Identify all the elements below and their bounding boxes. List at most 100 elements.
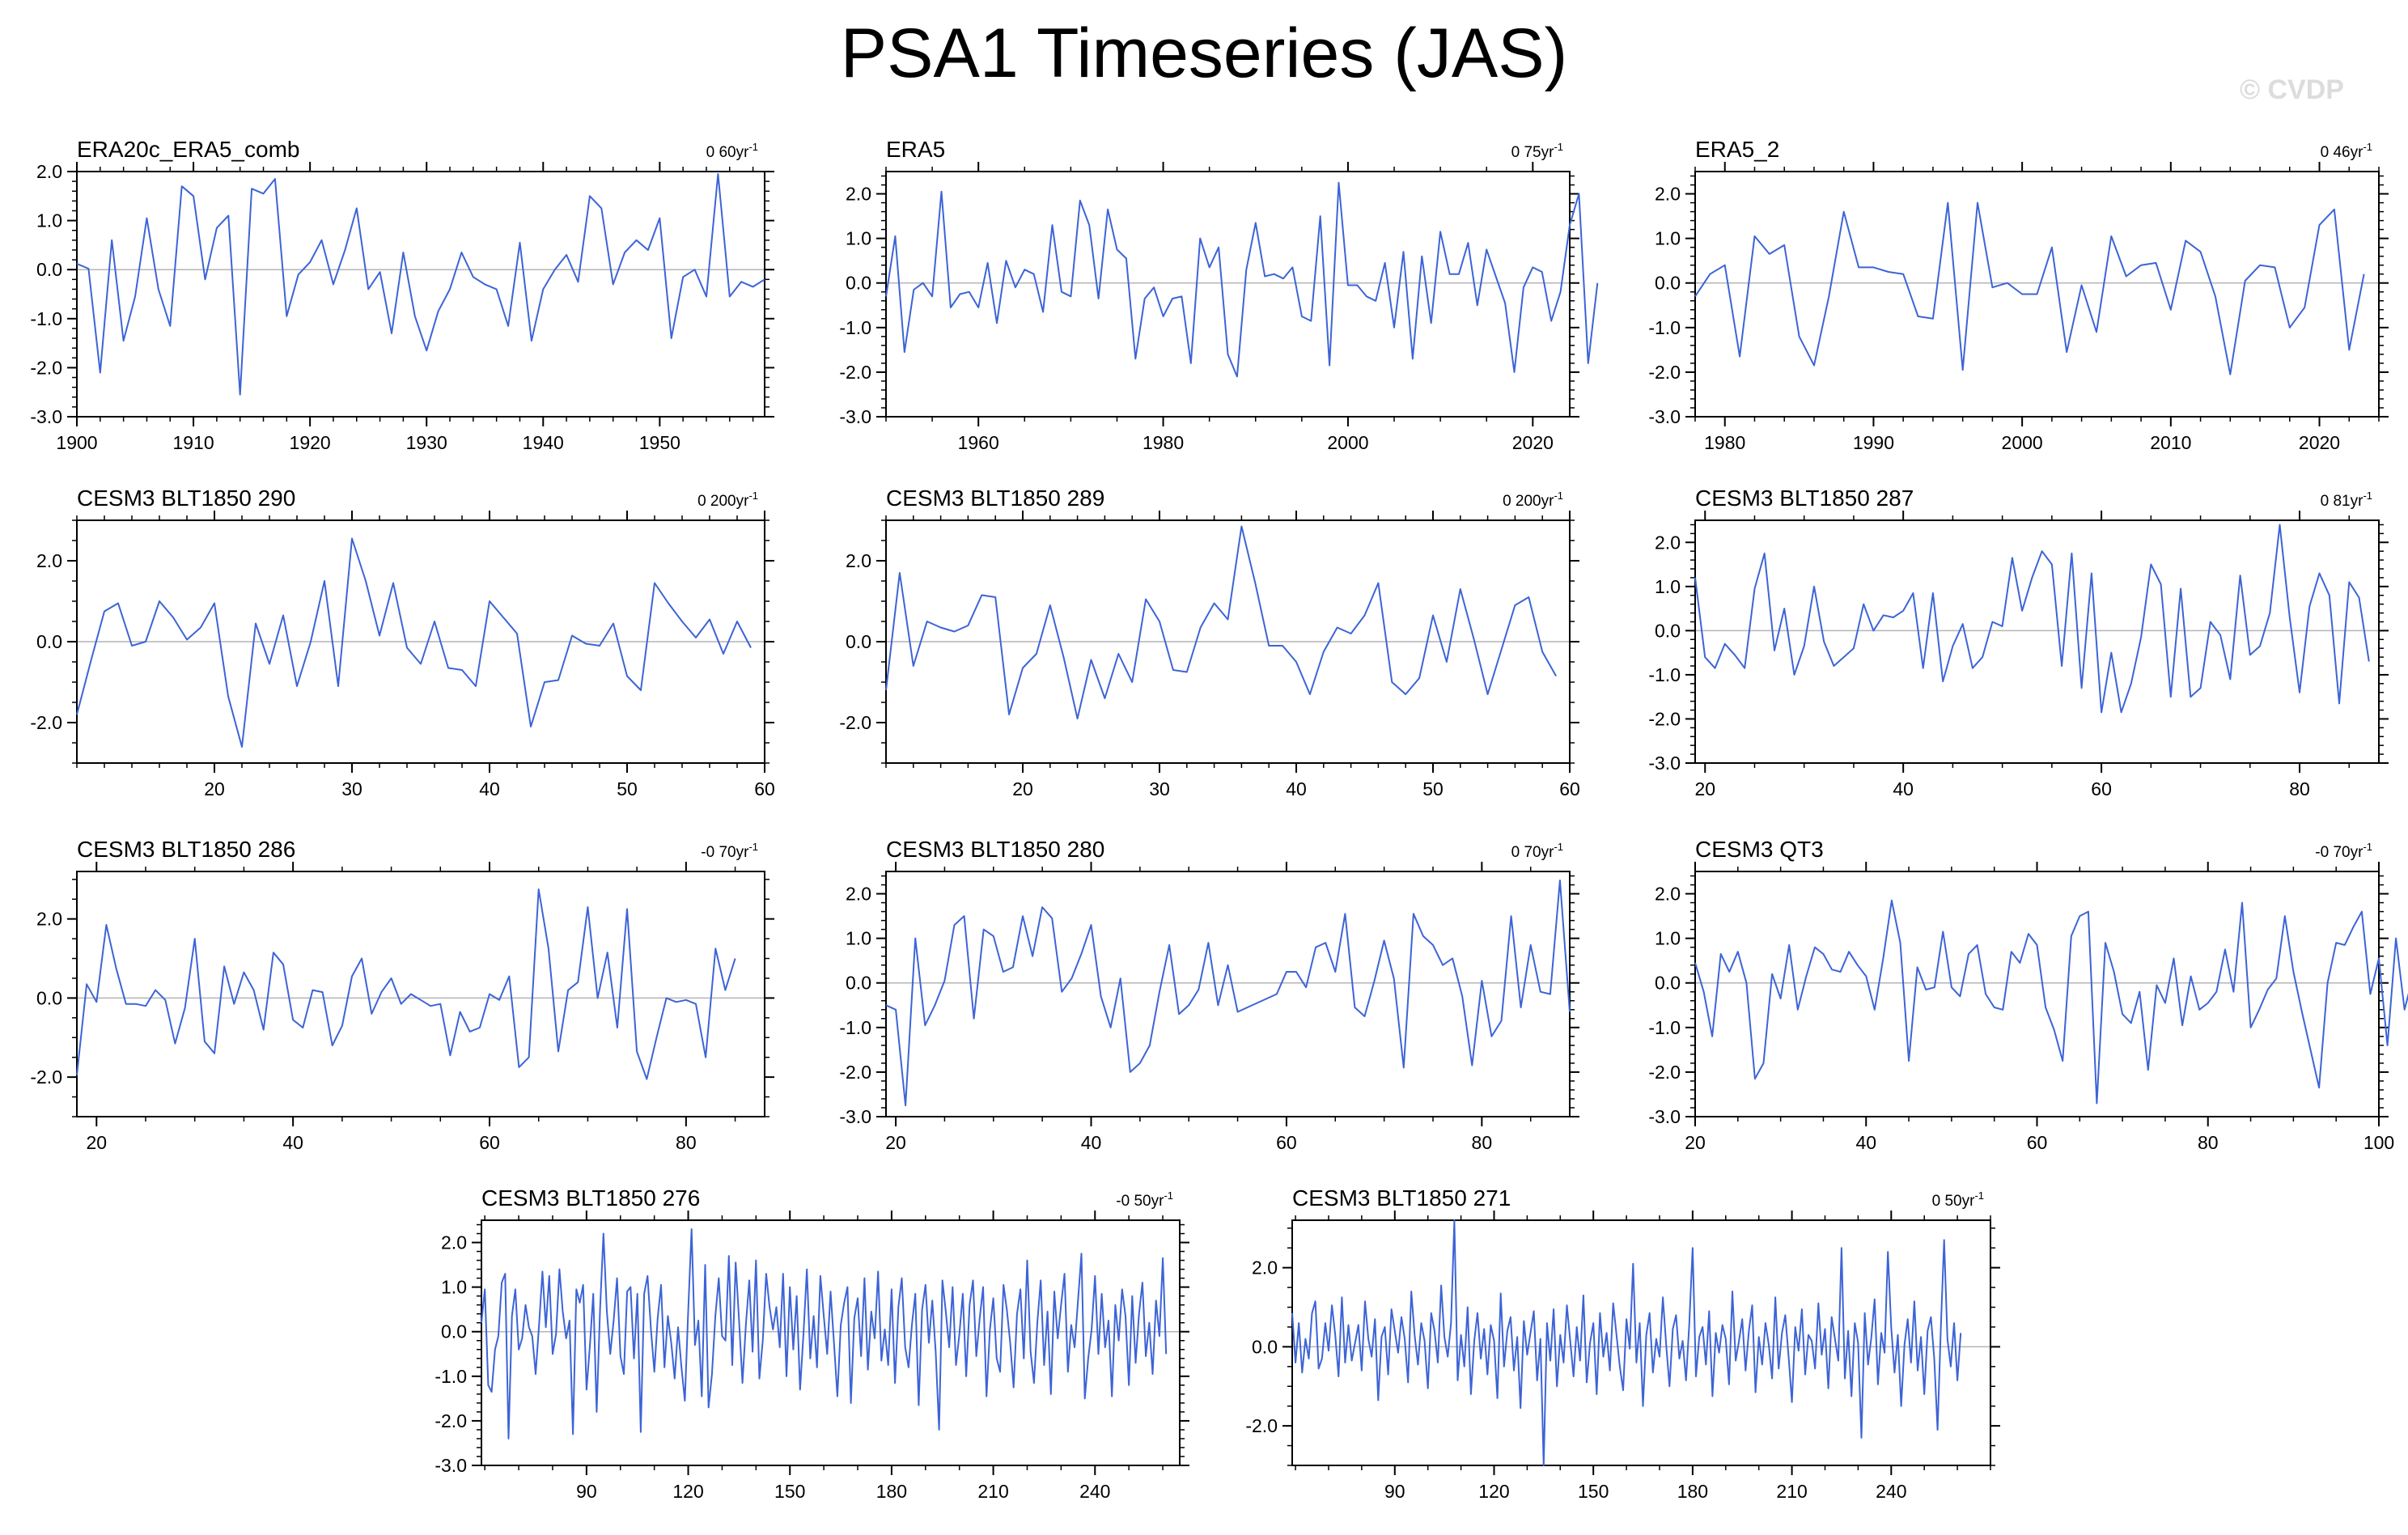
y-tick-label: 2.0 [1655, 532, 1681, 553]
x-tick-label: 20 [1694, 778, 1715, 799]
x-tick-label: 80 [676, 1132, 697, 1153]
x-tick-label: 2020 [2299, 432, 2340, 453]
x-tick-label: 90 [576, 1481, 597, 1502]
y-tick-label: 2.0 [1655, 884, 1681, 905]
y-tick-label: -2.0 [435, 1410, 467, 1431]
y-tick-label: -3.0 [1648, 753, 1681, 774]
plot-frame [76, 871, 765, 1117]
panel-title: CESM3 BLT1850 276 [481, 1185, 700, 1211]
x-tick-label: 20 [885, 1132, 906, 1153]
x-tick-label: 60 [1559, 778, 1580, 799]
x-tick-label: 2000 [2002, 432, 2043, 453]
series-line [76, 173, 765, 396]
y-tick-label: -3.0 [1648, 1106, 1681, 1127]
x-tick-label: 1980 [1704, 432, 1745, 453]
y-tick-label: -2.0 [1245, 1415, 1278, 1436]
y-tick-label: -2.0 [1648, 1062, 1681, 1083]
y-tick-label: 0.0 [846, 273, 871, 294]
trend-label: -0 50yr-1 [1116, 1189, 1173, 1210]
x-tick-label: 30 [1149, 778, 1170, 799]
x-tick-label: 60 [2027, 1132, 2048, 1153]
series-line [1694, 201, 2365, 375]
trend-label: 0 70yr-1 [1511, 841, 1563, 861]
series-line [885, 181, 1599, 378]
x-tick-label: 180 [1677, 1481, 1708, 1502]
series-line [885, 525, 1557, 719]
x-tick-label: 1920 [290, 432, 331, 453]
y-tick-label: 0.0 [36, 631, 62, 652]
y-tick-label: 0.0 [1655, 620, 1681, 641]
panel-svg: CESM3 BLT1850 280 0 70yr-1 -3.0 -2.0 -1.0 0.0… [839, 837, 1579, 1153]
x-tick-label: 40 [479, 778, 500, 799]
y-tick-label: 2.0 [36, 161, 62, 182]
x-tick-label: 1990 [1853, 432, 1894, 453]
panel-title: ERA5_2 [1695, 137, 1779, 162]
y-tick-label: 2.0 [846, 884, 871, 905]
panel-svg: CESM3 BLT1850 276 -0 50yr-1 -3.0 -2.0 -1.0 0.… [435, 1185, 1189, 1502]
figure-title: PSA1 Timeseries (JAS) [840, 15, 1568, 92]
y-tick-label: 0.0 [36, 987, 62, 1008]
series-line [1694, 524, 2370, 714]
y-tick-label: 0.0 [1655, 973, 1681, 994]
y-tick-label: -2.0 [1648, 708, 1681, 729]
y-tick-label: 0.0 [846, 973, 871, 994]
x-tick-label: 1930 [406, 432, 447, 453]
y-tick-label: -2.0 [839, 712, 871, 733]
plot-frame [1694, 171, 2380, 418]
y-tick-label: -3.0 [839, 1106, 871, 1127]
y-tick-label: 0.0 [1252, 1336, 1278, 1357]
y-tick-label: -1.0 [839, 1017, 871, 1038]
panel-title: ERA5 [886, 137, 945, 162]
plot-frame [885, 171, 1571, 418]
x-tick-label: 180 [876, 1481, 907, 1502]
y-tick-label: 2.0 [36, 909, 62, 930]
panel-title: ERA20c_ERA5_comb [77, 137, 299, 162]
cvdp-watermark: © CVDP [2240, 74, 2344, 105]
panel-title: CESM3 BLT1850 280 [886, 837, 1104, 862]
y-tick-label: 1.0 [1655, 576, 1681, 597]
y-tick-label: -1.0 [1648, 1017, 1681, 1038]
series-line [1291, 1219, 1962, 1466]
panel-svg: ERA20c_ERA5_comb 0 60yr-1 -3.0 -2.0 -1.0 0.0 1… [30, 137, 774, 453]
x-tick-label: 40 [1893, 778, 1914, 799]
y-tick-label: -3.0 [30, 406, 62, 427]
plot-frame [76, 171, 765, 418]
y-tick-label: -2.0 [839, 1062, 871, 1083]
x-tick-label: 1910 [172, 432, 214, 453]
panel-svg: ERA5_2 0 46yr-1 -3.0 -2.0 -1.0 0.0 1.0 2.0 1980 1… [1648, 137, 2389, 453]
plot-frame [885, 871, 1571, 1117]
panel-title: CESM3 BLT1850 287 [1695, 486, 1914, 511]
panel-svg: CESM3 BLT1850 271 0 50yr-1 -2.0 0.0 2.0 90 120… [1245, 1185, 2000, 1502]
x-tick-label: 210 [977, 1481, 1008, 1502]
y-tick-label: 0.0 [1655, 273, 1681, 294]
x-tick-label: 80 [2289, 778, 2310, 799]
x-tick-label: 1980 [1143, 432, 1184, 453]
series-line [1694, 899, 2408, 1105]
y-tick-label: 1.0 [441, 1277, 467, 1298]
y-tick-label: -1.0 [435, 1366, 467, 1387]
x-tick-label: 50 [1422, 778, 1444, 799]
panel-title: CESM3 BLT1850 286 [77, 837, 295, 862]
panel-svg: CESM3 QT3 -0 70yr-1 -3.0 -2.0 -1.0 0.0 1.0 2.0 2… [1648, 837, 2408, 1153]
y-tick-label: 1.0 [1655, 228, 1681, 249]
panel-title: CESM3 BLT1850 290 [77, 486, 295, 511]
series-line [76, 537, 752, 748]
panel-title: CESM3 BLT1850 289 [886, 486, 1104, 511]
trend-label: 0 200yr-1 [1503, 490, 1563, 510]
y-tick-label: 1.0 [1655, 928, 1681, 949]
y-tick-label: 1.0 [846, 228, 871, 249]
plot-frame [481, 1219, 1181, 1466]
y-tick-label: 2.0 [1252, 1257, 1278, 1278]
x-tick-label: 80 [2198, 1132, 2219, 1153]
x-tick-label: 150 [1578, 1481, 1609, 1502]
x-tick-label: 2000 [1327, 432, 1368, 453]
trend-label: 0 60yr-1 [706, 141, 758, 161]
y-tick-label: 2.0 [846, 184, 871, 205]
y-tick-label: 0.0 [36, 259, 62, 280]
x-tick-label: 20 [1685, 1132, 1706, 1153]
x-tick-label: 240 [1079, 1481, 1110, 1502]
trend-label: 0 81yr-1 [2321, 490, 2372, 510]
x-tick-label: 60 [754, 778, 775, 799]
x-tick-label: 80 [1472, 1132, 1493, 1153]
